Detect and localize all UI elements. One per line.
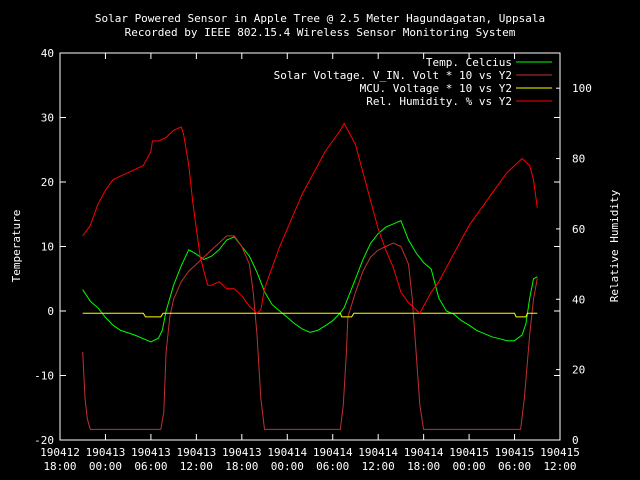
x-tick-time: 12:00: [543, 460, 576, 473]
y-tick-label: 0: [47, 305, 54, 318]
y-tick-label: 30: [41, 112, 54, 125]
y2-axis-label: Relative Humidity: [608, 189, 621, 302]
y2-tick-label: 40: [572, 293, 585, 306]
ticks: 403020100-10-2010080604020019041218:0019…: [34, 47, 592, 473]
x-tick-date: 190413: [176, 446, 216, 459]
plot-frame: [59, 52, 561, 441]
y2-tick-label: 60: [572, 223, 585, 236]
x-tick-time: 06:00: [134, 460, 167, 473]
y2-tick-label: 0: [572, 434, 579, 447]
series-lines: [82, 122, 538, 430]
x-tick-date: 190413: [131, 446, 171, 459]
x-tick-time: 06:00: [498, 460, 531, 473]
legend-label: Solar Voltage. V_IN. Volt * 10 vs Y2: [274, 69, 512, 82]
x-tick-date: 190414: [358, 446, 398, 459]
x-tick-date: 190415: [449, 446, 489, 459]
x-tick-time: 18:00: [43, 460, 76, 473]
x-tick-date: 190414: [267, 446, 307, 459]
legend-label: MCU. Voltage * 10 vs Y2: [360, 82, 512, 95]
y2-tick-label: 20: [572, 364, 585, 377]
y-tick-label: 40: [41, 47, 54, 60]
y-tick-label: 10: [41, 241, 54, 254]
y-tick-label: -10: [34, 370, 54, 383]
x-tick-date: 190412: [40, 446, 80, 459]
series-line-2: [82, 235, 538, 430]
x-tick-time: 00:00: [453, 460, 486, 473]
x-tick-time: 06:00: [316, 460, 349, 473]
x-tick-time: 00:00: [89, 460, 122, 473]
legend-label: Temp. Celcius: [426, 56, 512, 69]
y-axis-label: Temperature: [10, 210, 23, 283]
x-tick-time: 18:00: [407, 460, 440, 473]
x-tick-time: 12:00: [180, 460, 213, 473]
x-tick-date: 190415: [495, 446, 535, 459]
series-line-1: [82, 220, 538, 343]
chart-subtitle: Recorded by IEEE 802.15.4 Wireless Senso…: [125, 26, 516, 39]
x-tick-time: 12:00: [362, 460, 395, 473]
axes: [59, 52, 561, 441]
x-tick-date: 190413: [86, 446, 126, 459]
x-tick-date: 190414: [404, 446, 444, 459]
y2-tick-label: 100: [572, 82, 592, 95]
x-tick-time: 00:00: [271, 460, 304, 473]
y-tick-label: -20: [34, 434, 54, 447]
x-tick-date: 190414: [313, 446, 353, 459]
y2-tick-label: 80: [572, 153, 585, 166]
x-tick-date: 190413: [222, 446, 262, 459]
series-line-3: [82, 312, 538, 318]
y-tick-label: 20: [41, 176, 54, 189]
chart-title: Solar Powered Sensor in Apple Tree @ 2.5…: [95, 12, 545, 25]
x-tick-time: 18:00: [225, 460, 258, 473]
legend-label: Rel. Humidity. % vs Y2: [366, 95, 512, 108]
series-line-4: [82, 122, 538, 315]
x-tick-date: 190415: [540, 446, 580, 459]
